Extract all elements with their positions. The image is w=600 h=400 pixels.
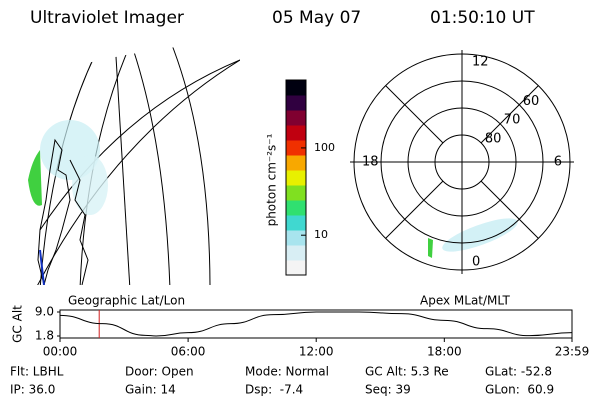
colorbar-cell xyxy=(286,140,306,156)
x-tick-label: 12:00 xyxy=(299,345,334,359)
title: Ultraviolet Imager xyxy=(30,8,184,28)
x-tick-label: 06:00 xyxy=(171,345,206,359)
r-tick-label: 70 xyxy=(504,113,521,128)
y-tick-label: 9.0 xyxy=(35,305,54,319)
colorbar-cell xyxy=(286,200,306,216)
colorbar-cell xyxy=(286,95,306,111)
theta-tick-label: 12 xyxy=(472,55,489,70)
date: 05 May 07 xyxy=(272,8,361,28)
time: 01:50:10 UT xyxy=(430,8,535,28)
y-axis-label: GC Alt xyxy=(11,305,25,343)
footer-field: GLon: 60.9 xyxy=(485,383,554,397)
colorbar-cell xyxy=(286,155,306,171)
colorbar-cell xyxy=(286,215,306,231)
x-tick-label: 00:00 xyxy=(43,345,78,359)
theta-tick-label: 0 xyxy=(472,255,480,270)
footer-field: Gain: 14 xyxy=(125,383,176,397)
colorbar-frame xyxy=(285,79,307,276)
y-tick-label: 1.8 xyxy=(35,329,54,343)
plot-frame xyxy=(59,309,573,339)
tick-label: 100 xyxy=(314,141,335,154)
colorbar-cell xyxy=(286,125,306,141)
footer-field: IP: 36.0 xyxy=(10,383,55,397)
x-tick-label: 23:59 xyxy=(555,345,590,359)
footer-field: Dsp: -7.4 xyxy=(245,383,303,397)
spoke xyxy=(385,180,444,239)
colorbar-label: photon cm⁻²s⁻¹ xyxy=(265,133,279,226)
spoke xyxy=(480,85,539,144)
footer-field: GLat: -52.8 xyxy=(485,365,552,379)
theta-tick-label: 18 xyxy=(362,155,379,170)
x-tick-label: 18:00 xyxy=(427,345,462,359)
footer-field: Mode: Normal xyxy=(245,365,329,379)
colorbar-cell xyxy=(286,170,306,186)
theta-tick-label: 6 xyxy=(554,155,562,170)
spoke xyxy=(385,85,444,144)
footer-field: Seq: 39 xyxy=(365,383,411,397)
colorbar-cell xyxy=(286,110,306,126)
altitude-line xyxy=(59,311,573,337)
colorbar-cell xyxy=(286,245,306,261)
panel-label: Apex MLat/MLT xyxy=(420,294,510,308)
colorbar-cell xyxy=(286,260,306,276)
footer-field: GC Alt: 5.3 Re xyxy=(365,365,449,379)
colorbar-cell xyxy=(286,185,306,201)
aurora xyxy=(442,218,518,252)
colorbar-cell xyxy=(286,80,306,96)
map xyxy=(28,40,240,285)
tick-label: 10 xyxy=(314,228,328,241)
colorbar-cell xyxy=(286,230,306,246)
footer-field: Flt: LBHL xyxy=(10,365,64,379)
footer-field: Door: Open xyxy=(125,365,194,379)
aurora xyxy=(428,238,433,258)
r-tick-label: 80 xyxy=(485,132,502,147)
panel-label: Geographic Lat/Lon xyxy=(68,294,185,308)
spoke xyxy=(480,180,539,239)
r-tick-label: 60 xyxy=(523,94,540,109)
